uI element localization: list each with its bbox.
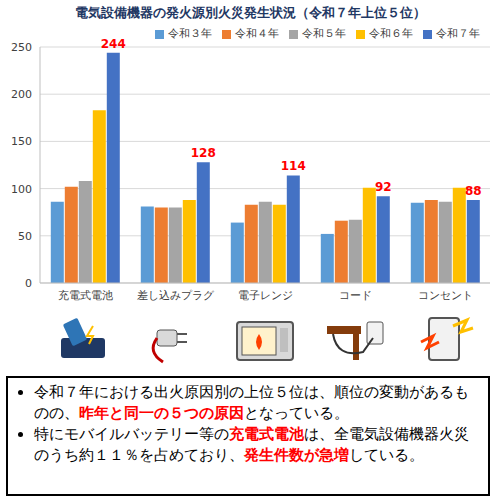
- html-text:令和３年: 令和３年: [168, 27, 212, 40]
- html-text:令和５年: 令和５年: [302, 27, 346, 40]
- svg-text:100: 100: [11, 183, 32, 196]
- html-text:特にモバイルバッテリー等の充電式電池は、全電気設備機器火災の: 特にモバイルバッテリー等の充電式電池は、全電気設備機器火災のうち約１１％を占めて…: [34, 425, 469, 464]
- svg-text:電子レンジ: 電子レンジ: [238, 289, 293, 302]
- svg-text:充電式電池: 充電式電池: [58, 289, 113, 302]
- svg-text:244: 244: [101, 37, 126, 51]
- html-text:令和６年: 令和６年: [369, 27, 413, 40]
- svg-text:92: 92: [375, 180, 392, 194]
- svg-text:コンセント: コンセント: [418, 289, 473, 302]
- svg-text:114: 114: [281, 159, 306, 173]
- html-text:令和４年: 令和４年: [235, 27, 279, 40]
- svg-text:0: 0: [25, 277, 32, 290]
- svg-text:200: 200: [11, 88, 32, 101]
- svg-text:128: 128: [191, 146, 216, 160]
- html-text:電気設備機器の発火源別火災発生状況（令和７年上位５位）: 電気設備機器の発火源別火災発生状況（令和７年上位５位）: [74, 5, 426, 20]
- svg-text:88: 88: [465, 184, 482, 198]
- html-text:令和７年: 令和７年: [436, 27, 480, 40]
- svg-text:差し込みプラグ: 差し込みプラグ: [137, 289, 215, 302]
- svg-text:150: 150: [11, 135, 32, 148]
- svg-text:250: 250: [11, 41, 32, 54]
- svg-text:50: 50: [18, 230, 32, 243]
- html-text:令和７年における出火原因別の上位５位は、順位の変動があるもの: 令和７年における出火原因別の上位５位は、順位の変動があるものの、昨年と同一の５つ…: [34, 383, 469, 422]
- svg-text:コード: コード: [339, 289, 372, 302]
